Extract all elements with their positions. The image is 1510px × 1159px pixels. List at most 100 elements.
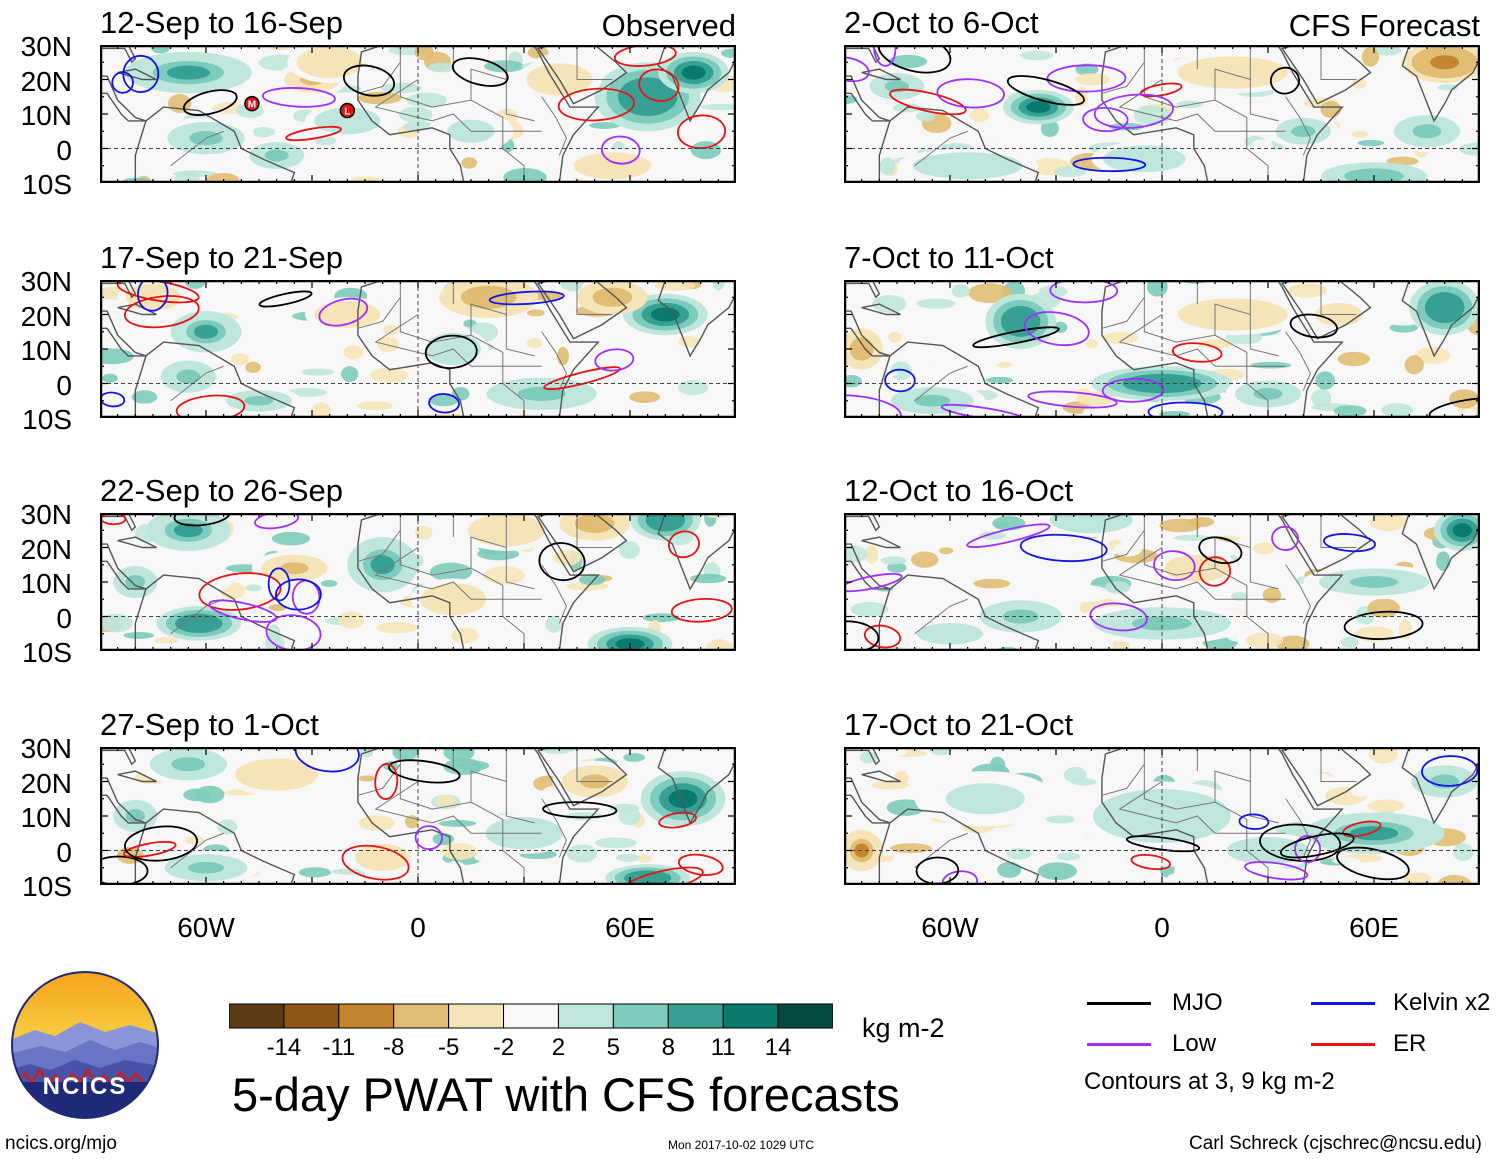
er-contour — [677, 853, 724, 876]
pwat-anomaly-patch — [526, 309, 545, 317]
pwat-anomaly-patch — [1104, 581, 1131, 594]
low-contour — [1294, 835, 1322, 864]
low-contour — [940, 403, 1026, 418]
pwat-anomaly-patch — [1250, 361, 1292, 369]
pwat-anomaly-blob — [125, 574, 145, 590]
pwat-anomaly-patch — [483, 566, 525, 585]
coastline — [844, 75, 891, 122]
pwat-anomaly-patch — [934, 824, 963, 837]
pwat-anomaly-patch — [566, 844, 598, 863]
pwat-anomaly-patch — [618, 541, 640, 560]
country-border — [914, 365, 968, 402]
coastline — [878, 808, 1040, 885]
mjo-contour — [1006, 75, 1085, 106]
country-border — [374, 547, 542, 600]
pwat-anomaly-patch — [389, 803, 422, 818]
lon-tick-label: 60E — [605, 912, 655, 943]
pwat-anomaly-blob — [279, 562, 309, 575]
coastline — [844, 45, 881, 64]
pwat-anomaly-blob — [1126, 152, 1163, 165]
pwat-anomaly-patch — [1453, 843, 1474, 861]
pwat-anomaly-patch — [1043, 580, 1058, 596]
pwat-anomaly-patch — [1037, 862, 1078, 880]
coastline — [844, 310, 891, 357]
pwat-anomaly-patch — [1436, 551, 1451, 571]
pwat-anomaly-patch — [1173, 534, 1212, 541]
pwat-anomaly-patch — [1367, 598, 1400, 618]
pwat-anomaly-patch — [1063, 766, 1087, 783]
pwat-anomaly-patch — [206, 172, 240, 183]
country-border — [1320, 513, 1357, 548]
legend-er-label: ER — [1393, 1030, 1427, 1057]
coastline — [844, 747, 881, 766]
pwat-anomaly-blob — [438, 592, 468, 607]
legend-mjo-line — [1087, 1002, 1151, 1005]
low-contour — [261, 87, 336, 108]
pwat-anomaly-patch — [1068, 585, 1110, 603]
storm-symbol — [339, 102, 356, 119]
low-contour — [1153, 550, 1196, 582]
country-border — [357, 296, 401, 329]
kelvin-contour — [1072, 156, 1147, 173]
pwat-anomaly-patch — [865, 544, 879, 565]
country-border — [1101, 61, 1145, 94]
lon-tick-label: 0 — [410, 912, 426, 943]
pwat-anomaly-blob — [370, 851, 395, 864]
pwat-anomaly-patch — [879, 157, 896, 176]
pwat-anomaly-blob — [166, 65, 210, 80]
coastline — [878, 106, 1040, 183]
kelvin-contour — [1421, 755, 1479, 787]
pwat-anomaly-blob — [633, 873, 663, 883]
kelvin-contour — [884, 368, 916, 393]
ncics-logo: NCICS — [11, 971, 159, 1119]
pwat-anomaly-patch — [629, 391, 661, 403]
pwat-anomaly-blob — [264, 149, 289, 162]
coastline — [536, 747, 628, 807]
panel-title: 12-Sep to 16-Sep — [100, 5, 344, 40]
footer-url[interactable]: ncics.org/mjo — [5, 1133, 117, 1154]
mjo-contour — [972, 326, 1060, 349]
coastline — [844, 777, 891, 824]
mjo-contour — [538, 542, 586, 582]
colorbar-level-label: -5 — [437, 1034, 460, 1061]
coastline — [861, 68, 901, 81]
pwat-anomaly-patch — [887, 562, 907, 573]
pwat-anomaly-blob — [315, 55, 345, 70]
pwat-anomaly-patch — [988, 84, 1016, 92]
observed-map — [100, 513, 736, 651]
coastline — [1280, 45, 1372, 105]
low-contour — [600, 135, 641, 165]
coastline — [100, 280, 137, 299]
country-border — [505, 314, 535, 357]
low-contour — [1101, 377, 1165, 403]
country-border — [914, 598, 968, 635]
mjo-contour — [173, 513, 231, 527]
lat-tick-label: 30N — [20, 499, 72, 530]
mjo-contour — [424, 334, 478, 369]
lat-tick-label: 10S — [22, 637, 72, 668]
pwat-anomaly-patch — [349, 633, 379, 646]
pwat-anomaly-patch — [428, 62, 455, 73]
pwat-anomaly-blob — [471, 290, 506, 305]
mjo-contour — [1336, 846, 1410, 881]
colorbar — [229, 1003, 833, 1029]
er-contour — [621, 866, 704, 885]
pwat-anomaly-patch — [850, 602, 889, 617]
coastline — [134, 341, 296, 418]
mjo-contour — [1198, 536, 1243, 564]
pwat-anomaly-patch — [1053, 321, 1068, 333]
pwat-anomaly-patch — [1064, 280, 1092, 290]
forecast-label: CFS Forecast — [1288, 8, 1480, 43]
pwat-anomaly-patch — [1414, 513, 1440, 524]
coastline — [861, 303, 901, 316]
pwat-anomaly-blob — [1430, 55, 1460, 70]
coastline — [134, 574, 296, 651]
pwat-anomaly-patch — [503, 168, 547, 183]
lat-tick-label: 0 — [56, 369, 72, 401]
pwat-anomaly-blob — [517, 386, 566, 401]
low-contour — [1244, 861, 1309, 881]
pwat-anomaly-patch — [690, 573, 727, 584]
colorbar-level-label: 8 — [661, 1034, 675, 1061]
pwat-anomaly-patch — [435, 795, 456, 808]
pwat-anomaly-patch — [277, 352, 297, 369]
